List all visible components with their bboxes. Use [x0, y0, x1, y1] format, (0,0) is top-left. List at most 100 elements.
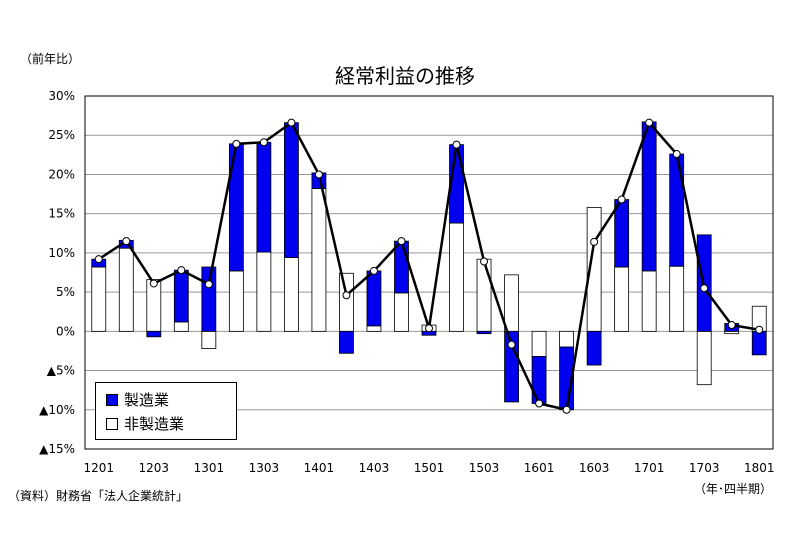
- y-tick-label: ▲15%: [39, 442, 75, 456]
- total-point: [452, 140, 461, 149]
- total-point: [535, 399, 544, 408]
- bar-manufacturing: [476, 330, 492, 335]
- total-point: [562, 405, 571, 414]
- bar-non-manufacturing: [559, 330, 574, 348]
- bar-manufacturing: [641, 121, 657, 272]
- y-tick-label: 5%: [56, 285, 75, 299]
- total-point: [645, 118, 654, 127]
- bar-manufacturing: [283, 122, 299, 258]
- total-line: [94, 118, 764, 414]
- y-axis-labels: 30% 25% 20% 15% 10% 5% 0% ▲5% ▲10% ▲15%: [39, 89, 75, 456]
- y-tick-label: 0%: [56, 324, 75, 338]
- bar-non-manufacturing: [449, 222, 464, 332]
- bar-non-manufacturing: [504, 274, 519, 332]
- total-point: [507, 340, 516, 349]
- x-tick-label: 1603: [579, 461, 610, 475]
- bar-non-manufacturing: [614, 266, 630, 332]
- total-point: [755, 325, 764, 334]
- legend-swatch-manufacturing: [106, 393, 118, 406]
- total-point: [672, 150, 681, 159]
- bar-non-manufacturing: [339, 272, 354, 332]
- bar-manufacturing: [339, 330, 354, 354]
- total-point: [590, 237, 599, 246]
- x-tick-label: 1401: [304, 461, 335, 475]
- total-point: [94, 255, 103, 264]
- bar-manufacturing: [751, 330, 767, 356]
- x-tick-label: 1403: [359, 461, 390, 475]
- bar-manufacturing: [366, 270, 382, 327]
- x-axis-labels: 1201 1203 1301 1303 1401 1403 1501 1503 1601 1603…: [83, 461, 774, 475]
- legend-item-non-manufacturing: 非製造業: [106, 413, 184, 434]
- bar-manufacturing: [504, 330, 519, 403]
- total-point: [397, 237, 406, 246]
- bar-manufacturing: [201, 266, 217, 332]
- bar-non-manufacturing: [201, 330, 217, 349]
- y-tick-label: 20%: [48, 167, 75, 181]
- bar-non-manufacturing: [531, 330, 547, 357]
- total-point: [259, 138, 268, 147]
- y-tick-label: ▲5%: [47, 364, 75, 378]
- unit-label: （前年比）: [20, 52, 81, 66]
- y-tick-label: 30%: [48, 89, 75, 103]
- x-tick-label: 1303: [249, 461, 280, 475]
- x-tick-label: 1201: [83, 461, 114, 475]
- x-tick-label: 1601: [524, 461, 555, 475]
- total-point: [425, 324, 433, 333]
- bar-manufacturing: [146, 330, 162, 338]
- period-label: （年･四半期）: [693, 482, 772, 496]
- y-tick-label: ▲10%: [39, 403, 75, 417]
- bar-manufacturing: [531, 356, 547, 404]
- total-point: [727, 321, 736, 330]
- x-tick-label: 1503: [469, 461, 500, 475]
- total-point: [617, 195, 626, 204]
- total-point: [122, 237, 131, 246]
- x-tick-label: 1703: [689, 461, 720, 475]
- y-tick-label: 25%: [48, 128, 75, 142]
- bar-manufacturing: [586, 330, 602, 366]
- plot-frame: [84, 95, 774, 450]
- x-tick-label: 1203: [139, 461, 170, 475]
- bar-non-manufacturing: [641, 270, 657, 332]
- legend-label-non-manufacturing: 非製造業: [124, 415, 185, 433]
- total-point: [342, 291, 351, 300]
- total-point: [314, 170, 323, 179]
- y-tick-label: 15%: [48, 207, 75, 221]
- bar-non-manufacturing: [228, 270, 244, 332]
- bar-non-manufacturing: [256, 251, 272, 332]
- x-tick-label: 1801: [744, 461, 775, 475]
- bar-non-manufacturing: [366, 325, 382, 332]
- bar-non-manufacturing: [91, 266, 107, 332]
- bar-non-manufacturing: [476, 258, 492, 332]
- total-point: [480, 257, 489, 266]
- legend-label-manufacturing: 製造業: [124, 391, 170, 409]
- x-tick-label: 1501: [414, 461, 445, 475]
- y-tick-label: 10%: [48, 246, 75, 260]
- bar-manufacturing: [669, 153, 685, 267]
- bar-manufacturing: [394, 240, 409, 294]
- bar-non-manufacturing: [394, 292, 409, 332]
- source-label: （資料）財務省「法人企業統計」: [8, 489, 189, 503]
- total-point: [204, 280, 213, 289]
- bars: [91, 121, 767, 411]
- total-point: [149, 279, 158, 288]
- total-point: [369, 266, 378, 275]
- total-polyline: [98, 120, 760, 412]
- total-point: [700, 284, 709, 293]
- legend: 製造業 非製造業: [95, 382, 237, 440]
- total-point: [232, 139, 241, 148]
- chart-title: 経常利益の推移: [335, 64, 475, 88]
- bar-manufacturing: [614, 199, 630, 268]
- bar-non-manufacturing: [283, 257, 299, 332]
- bar-non-manufacturing: [696, 330, 712, 386]
- x-tick-label: 1701: [634, 461, 665, 475]
- legend-swatch-non-manufacturing: [106, 417, 118, 430]
- bar-non-manufacturing: [311, 188, 327, 332]
- x-tick-label: 1301: [194, 461, 225, 475]
- bar-non-manufacturing: [173, 321, 189, 332]
- bar-manufacturing: [256, 141, 272, 253]
- bar-non-manufacturing: [669, 265, 685, 332]
- total-point: [177, 266, 186, 275]
- bar-manufacturing: [173, 269, 189, 323]
- total-point: [287, 118, 296, 127]
